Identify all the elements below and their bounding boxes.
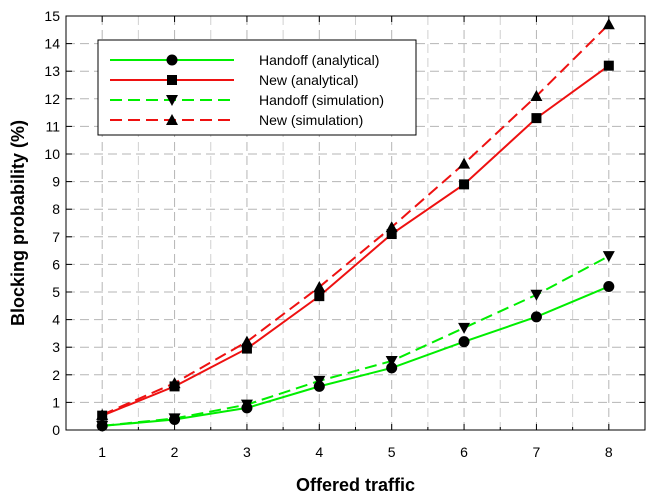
legend: Handoff (analytical) New (analytical) Hand… xyxy=(97,39,417,136)
y-axis-title: Blocking probability (%) xyxy=(8,120,28,326)
data-point-handoff-simulation-8 xyxy=(602,251,615,263)
y-tick-label-11: 11 xyxy=(45,118,60,134)
x-tick-label-0: 1 xyxy=(98,444,106,460)
y-tick-label-0: 0 xyxy=(52,422,60,438)
data-point-handoff-analytical-6 xyxy=(458,336,470,348)
data-point-new-simulation-4 xyxy=(313,281,326,293)
x-tick-label-4: 5 xyxy=(388,444,396,460)
data-point-handoff-simulation-6 xyxy=(458,322,471,334)
data-point-new-analytical-3 xyxy=(241,343,252,354)
data-point-handoff-analytical-5 xyxy=(386,362,398,374)
data-point-new-simulation-7 xyxy=(530,90,543,102)
data-point-new-analytical-1 xyxy=(97,410,108,421)
data-point-handoff-simulation-7 xyxy=(530,289,543,301)
series-markers xyxy=(96,18,615,432)
x-tick-label-2: 3 xyxy=(243,444,251,460)
data-point-handoff-analytical-3 xyxy=(241,402,253,414)
legend-marker-handoff-analytical xyxy=(166,54,178,66)
x-tick-label-7: 8 xyxy=(605,444,613,460)
y-tick-label-6: 6 xyxy=(52,256,60,272)
data-point-new-analytical-8 xyxy=(603,60,614,71)
y-tick-label-15: 15 xyxy=(44,8,60,24)
x-tick-label-6: 7 xyxy=(533,444,541,460)
y-tick-label-10: 10 xyxy=(44,146,60,162)
y-tick-label-2: 2 xyxy=(52,367,60,383)
series-lines xyxy=(101,23,610,427)
y-tick-label-9: 9 xyxy=(52,174,60,190)
grid-lines xyxy=(65,16,646,430)
legend-marker-new-simulation xyxy=(166,114,178,125)
y-tick-label-5: 5 xyxy=(52,284,60,300)
y-tick-label-8: 8 xyxy=(52,201,60,217)
data-point-handoff-analytical-4 xyxy=(313,380,325,392)
data-point-new-analytical-4 xyxy=(314,291,325,302)
data-point-new-analytical-5 xyxy=(386,229,397,240)
y-tick-label-14: 14 xyxy=(44,36,60,52)
x-tick-label-1: 2 xyxy=(171,444,179,460)
legend-marker-new-analytical xyxy=(167,75,177,85)
data-point-new-analytical-2 xyxy=(169,381,180,392)
data-point-handoff-analytical-8 xyxy=(603,280,615,292)
legend-label-handoff-analytical: Handoff (analytical) xyxy=(259,52,379,68)
x-tick-label-5: 6 xyxy=(460,444,468,460)
y-tick-label-12: 12 xyxy=(44,91,60,107)
data-point-new-analytical-7 xyxy=(531,113,542,124)
y-tick-label-7: 7 xyxy=(52,229,60,245)
data-point-new-simulation-6 xyxy=(458,157,471,169)
data-point-handoff-analytical-7 xyxy=(530,311,542,323)
data-point-new-simulation-8 xyxy=(602,18,615,30)
y-tick-label-13: 13 xyxy=(44,63,60,79)
data-point-handoff-simulation-5 xyxy=(385,356,398,367)
legend-label-new-simulation: New (simulation) xyxy=(259,112,363,128)
x-tick-label-3: 4 xyxy=(315,444,323,460)
series-line-handoff-simulation xyxy=(102,255,610,427)
legend-label-handoff-simulation: Handoff (simulation) xyxy=(259,92,384,108)
legend-marker-handoff-simulation xyxy=(166,95,178,106)
series-line-new-simulation xyxy=(101,23,610,416)
y-tick-label-3: 3 xyxy=(52,339,60,355)
data-point-handoff-analytical-2 xyxy=(169,414,181,426)
series-line-new-analytical xyxy=(101,64,610,417)
series-line-handoff-analytical xyxy=(102,285,610,427)
y-tick-label-4: 4 xyxy=(52,312,60,328)
data-point-new-analytical-6 xyxy=(459,179,470,190)
legend-label-new-analytical: New (analytical) xyxy=(259,72,359,88)
y-tick-label-1: 1 xyxy=(52,394,60,410)
x-axis-title: Offered traffic xyxy=(296,475,415,495)
